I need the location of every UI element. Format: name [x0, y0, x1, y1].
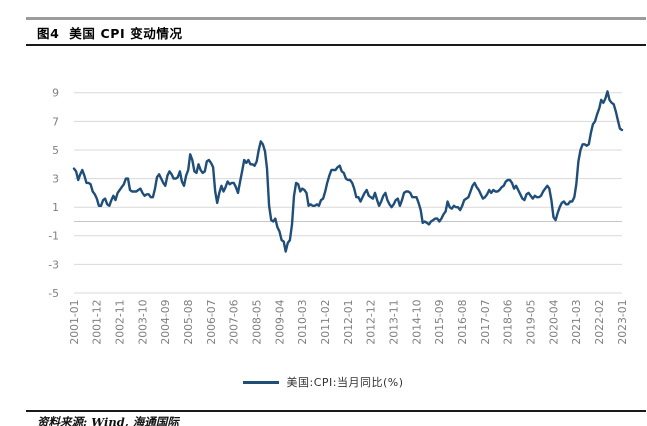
legend-label: 美国:CPI:当月同比(%) — [286, 376, 404, 389]
x-tick-label: 2009-04 — [273, 299, 286, 344]
y-tick-label: -1 — [48, 230, 59, 243]
figure-title: 图4 美国 CPI 变动情况 — [37, 26, 183, 41]
y-tick-label: -5 — [48, 287, 59, 300]
x-tick-label: 2010-03 — [296, 300, 309, 345]
x-tick-label: 2020-04 — [547, 299, 560, 344]
x-tick-label: 2021-03 — [570, 300, 583, 345]
x-tick-label: 2008-05 — [251, 300, 264, 345]
x-tick-label: 2015-09 — [433, 299, 446, 344]
x-tick-label: 2011-02 — [319, 300, 332, 345]
x-tick-label: 2013-11 — [388, 300, 401, 345]
header-bottom-rule — [26, 44, 646, 46]
y-tick-label: 7 — [52, 115, 59, 128]
chart-legend: 美国:CPI:当月同比(%) — [0, 373, 647, 391]
x-tick-label: 2012-12 — [365, 300, 378, 345]
footer-rule — [26, 410, 646, 412]
legend-line-marker — [243, 380, 280, 384]
x-tick-label: 2019-05 — [525, 300, 538, 345]
x-tick-label: 2012-01 — [342, 300, 355, 345]
x-tick-label: 2006-07 — [205, 300, 218, 345]
x-tick-label: 2005-08 — [182, 299, 195, 344]
header-top-rule — [26, 17, 646, 20]
x-tick-label: 2004-09 — [159, 299, 172, 344]
x-tick-label: 2017-07 — [479, 300, 492, 345]
x-tick-label: 2022-02 — [593, 300, 606, 345]
x-tick-label: 2023-01 — [616, 300, 629, 345]
cpi-line-series — [72, 90, 624, 253]
x-tick-label: 2002-11 — [114, 300, 127, 345]
x-tick-label: 2001-01 — [68, 300, 81, 345]
y-tick-label: 1 — [52, 201, 59, 214]
y-tick-label: 5 — [52, 144, 59, 157]
x-tick-label: 2018-06 — [502, 299, 515, 344]
x-tick-label: 2007-06 — [228, 299, 241, 344]
x-tick-label: 2003-10 — [136, 299, 149, 344]
y-tick-label: 3 — [52, 173, 59, 186]
y-tick-label: 9 — [52, 87, 59, 100]
x-tick-label: 2001-12 — [91, 300, 104, 345]
y-tick-label: -3 — [48, 258, 59, 271]
x-tick-label: 2016-08 — [456, 299, 469, 344]
x-tick-label: 2014-10 — [410, 299, 423, 344]
source-note: 资料来源: Wind, 海通国际 — [37, 415, 179, 426]
